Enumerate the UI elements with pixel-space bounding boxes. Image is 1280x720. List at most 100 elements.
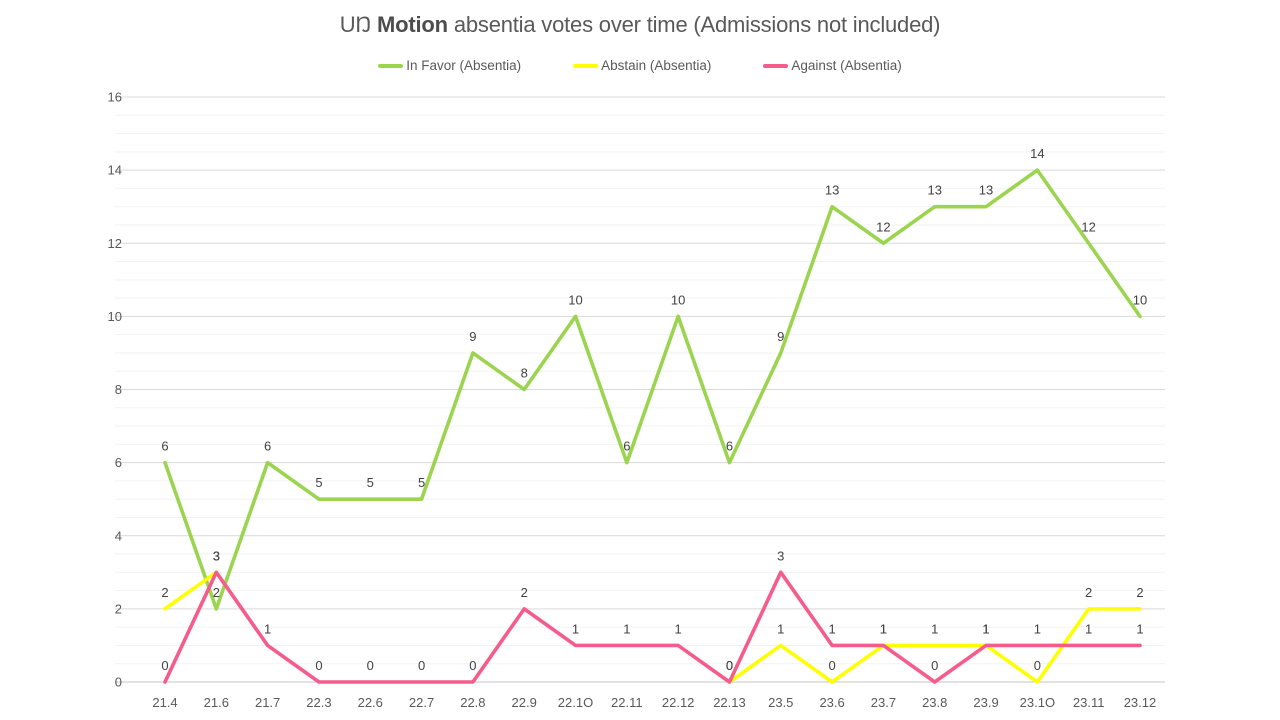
data-label: 1	[572, 621, 579, 636]
data-label: 5	[367, 475, 374, 490]
x-tick-label: 23.6	[819, 695, 844, 710]
chart-title-bold: Motion	[377, 12, 448, 37]
x-tick-label: 23.5	[768, 695, 793, 710]
chart-title-prefix: UŊ	[339, 12, 378, 37]
legend-item-2: Abstain (Absentia)	[573, 58, 711, 73]
y-tick-label: 12	[108, 236, 122, 251]
x-tick-label: 22.6	[358, 695, 383, 710]
data-label: 2	[213, 585, 220, 600]
x-tick-label: 23.9	[973, 695, 998, 710]
x-tick-label: 23.12	[1124, 695, 1157, 710]
series-line-1	[163, 168, 1142, 611]
data-label: 13	[825, 183, 839, 198]
data-label: 5	[418, 475, 425, 490]
data-label: 12	[876, 219, 890, 234]
data-label: 6	[726, 439, 733, 454]
data-label: 14	[1030, 146, 1044, 161]
x-tick-label: 22.12	[662, 695, 695, 710]
data-label: 8	[521, 366, 528, 381]
data-label: 3	[777, 548, 784, 563]
x-tick-label: 21.6	[204, 695, 229, 710]
x-tick-label: 23.11	[1073, 695, 1105, 710]
legend-label: In Favor (Absentia)	[406, 58, 522, 73]
x-tick-label: 23.1O	[1020, 695, 1055, 710]
data-label: 0	[1034, 658, 1041, 673]
data-label: 9	[777, 329, 784, 344]
x-tick-label: 23.8	[922, 695, 947, 710]
data-label: 1	[1034, 621, 1041, 636]
series-line-2	[727, 607, 1142, 684]
series-line-3	[163, 570, 1142, 684]
legend-swatch-icon	[573, 63, 599, 68]
legend-swatch-icon	[378, 63, 404, 68]
y-tick-label: 16	[108, 90, 122, 105]
data-label: 10	[671, 292, 685, 307]
data-label: 6	[264, 439, 271, 454]
series-line-2	[163, 570, 219, 611]
data-label: 9	[469, 329, 476, 344]
y-tick-label: 0	[115, 675, 122, 690]
data-label: 6	[623, 439, 630, 454]
data-label: 0	[828, 658, 835, 673]
data-label: 1	[880, 621, 887, 636]
data-label: 1	[931, 621, 938, 636]
data-label: 3	[213, 548, 220, 563]
y-tick-label: 2	[115, 601, 122, 616]
data-label: 1	[264, 621, 271, 636]
data-label: 2	[161, 585, 168, 600]
x-tick-label: 22.1O	[558, 695, 593, 710]
data-label: 1	[1085, 621, 1092, 636]
data-label: 10	[568, 292, 582, 307]
data-label: 12	[1081, 219, 1095, 234]
legend-item-3: Against (Absentia)	[763, 58, 902, 73]
data-label: 13	[979, 183, 993, 198]
data-label: 0	[315, 658, 322, 673]
x-tick-label: 22.3	[306, 695, 331, 710]
data-label: 0	[161, 658, 168, 673]
legend-item-1: In Favor (Absentia)	[378, 58, 521, 73]
x-tick-label: 21.7	[255, 695, 280, 710]
data-label: 1	[675, 621, 682, 636]
data-label: 1	[1136, 621, 1143, 636]
y-tick-label: 6	[115, 455, 122, 470]
data-label: 10	[1133, 292, 1147, 307]
x-tick-label: 22.7	[409, 695, 434, 710]
data-label: 13	[927, 183, 941, 198]
data-label: 1	[982, 621, 989, 636]
data-label: 0	[418, 658, 425, 673]
x-tick-label: 21.4	[152, 695, 177, 710]
y-tick-label: 10	[108, 309, 122, 324]
data-label: 1	[777, 621, 784, 636]
chart-title-suffix: absentia votes over time (Admissions not…	[447, 12, 941, 37]
y-tick-label: 14	[108, 163, 122, 178]
data-label: 1	[982, 621, 989, 636]
data-label: 0	[931, 658, 938, 673]
data-label: 5	[315, 475, 322, 490]
data-label: 1	[623, 621, 630, 636]
legend-swatch-icon	[763, 63, 789, 68]
y-tick-label: 4	[115, 528, 122, 543]
data-label: 6	[161, 439, 168, 454]
data-label: 0	[367, 658, 374, 673]
data-label: 2	[1136, 585, 1143, 600]
chart-title: UŊ Motion absentia votes over time (Admi…	[0, 12, 1280, 38]
data-label: 0	[469, 658, 476, 673]
legend-label: Against (Absentia)	[791, 58, 902, 73]
data-label: 0	[726, 658, 733, 673]
data-label: 1	[880, 621, 887, 636]
data-label: 1	[828, 621, 835, 636]
x-tick-label: 22.8	[460, 695, 485, 710]
chart-legend: In Favor (Absentia) Abstain (Absentia) Aga…	[0, 58, 1280, 73]
data-label: 2	[521, 585, 528, 600]
x-tick-label: 22.13	[713, 695, 746, 710]
data-label: 2	[1085, 585, 1092, 600]
y-tick-label: 8	[115, 382, 122, 397]
x-tick-label: 22.9	[512, 695, 537, 710]
legend-label: Abstain (Absentia)	[601, 58, 712, 73]
x-tick-label: 22.11	[611, 695, 643, 710]
data-label: 3	[213, 548, 220, 563]
x-tick-label: 23.7	[871, 695, 896, 710]
data-label: 0	[726, 658, 733, 673]
